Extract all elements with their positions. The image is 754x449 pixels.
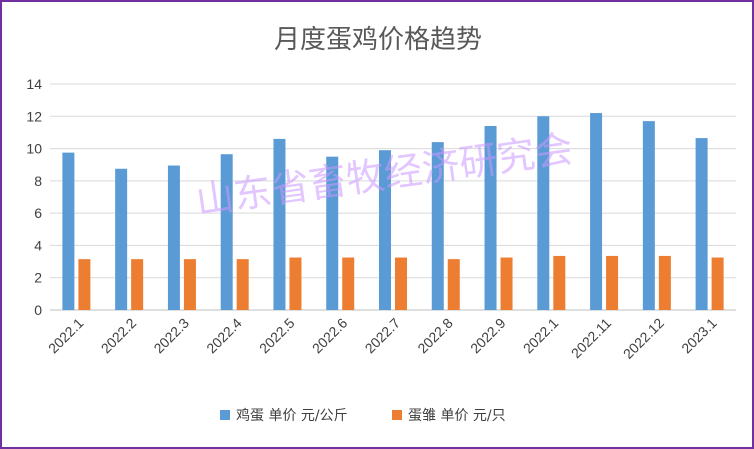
bar-egg-price: [273, 138, 286, 310]
bar-egg-price: [590, 113, 603, 310]
legend-swatch: [220, 410, 230, 420]
bars: [62, 113, 724, 311]
bar-egg-price: [537, 116, 550, 311]
x-tick-label: 2022.12: [620, 315, 667, 362]
bar-egg-price: [326, 156, 339, 310]
y-axis-ticks: 0 2 4 6 8 10 12 14: [26, 76, 42, 318]
bar-chick-price: [711, 257, 724, 310]
bar-chick-price: [447, 259, 460, 310]
bar-chick-price: [500, 257, 513, 310]
chart-title: 月度蛋鸡价格趋势: [274, 25, 482, 55]
y-tick-label: 14: [26, 76, 42, 92]
gridlines: [50, 83, 736, 311]
bar-chick-price: [183, 259, 196, 310]
legend: 鸡蛋 单价 元/公斤 蛋雏 单价 元/只: [220, 407, 506, 424]
y-tick-label: 6: [34, 205, 42, 221]
bar-chick-price: [658, 255, 671, 310]
y-tick-label: 4: [34, 237, 42, 253]
bar-chick-price: [606, 255, 619, 310]
bar-egg-price: [220, 154, 233, 310]
bar-chick-price: [395, 257, 407, 310]
bar-egg-price: [62, 152, 75, 310]
x-tick-label: 2022.9: [467, 315, 509, 357]
bar-chick-price: [78, 259, 91, 310]
x-tick-label: 2022.8: [414, 315, 456, 357]
y-tick-label: 8: [34, 173, 42, 189]
bar-egg-price: [431, 142, 444, 310]
x-tick-label: 2022.3: [150, 315, 192, 357]
x-tick-label: 2022.4: [203, 315, 245, 357]
bar-egg-price: [167, 165, 180, 310]
bar-chick-price: [236, 259, 249, 310]
y-tick-label: 2: [34, 270, 42, 286]
bar-egg-price: [379, 150, 391, 310]
y-tick-label: 0: [34, 302, 42, 318]
legend-label: 鸡蛋 单价 元/公斤: [236, 407, 348, 424]
bar-egg-price: [642, 121, 655, 310]
legend-swatch: [392, 410, 402, 420]
bar-chick-price: [131, 259, 144, 310]
bar-chick-price: [289, 257, 302, 310]
x-axis-ticks: 2022.1 2022.2 2022.3 2022.4 2022.5 2022.6 2022…: [45, 315, 720, 362]
bar-egg-price: [695, 138, 708, 310]
bar-chick-price: [342, 257, 355, 310]
x-tick-label: 2022.7: [362, 315, 404, 357]
x-tick-label: 2022.11: [568, 315, 615, 362]
x-tick-label: 2022.6: [309, 315, 351, 357]
x-tick-label: 2023.1: [678, 315, 720, 357]
x-tick-label: 2022.1: [520, 315, 562, 357]
y-tick-label: 10: [26, 141, 42, 157]
x-tick-label: 2022.5: [256, 315, 298, 357]
bar-egg-price: [115, 168, 128, 310]
legend-label: 蛋雏 单价 元/只: [408, 408, 506, 424]
bar-egg-price: [484, 125, 497, 310]
x-tick-label: 2022.1: [45, 315, 87, 357]
x-tick-label: 2022.2: [98, 315, 140, 357]
bar-chick-price: [553, 255, 566, 310]
y-tick-label: 12: [26, 108, 42, 124]
